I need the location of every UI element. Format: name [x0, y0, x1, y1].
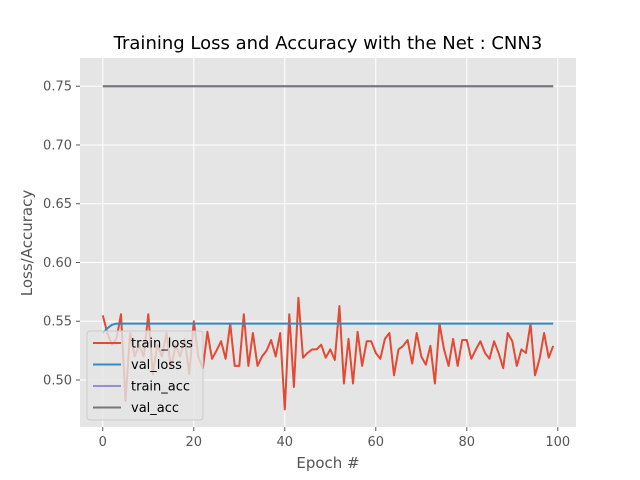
x-tick-label: 100: [545, 435, 570, 450]
x-tick-label: 60: [368, 435, 385, 450]
y-axis-ticks: 0.50 0.55 0.60 0.65 0.70 0.75: [43, 80, 80, 388]
y-tick-label: 0.55: [43, 315, 72, 330]
x-axis-label: Epoch #: [296, 454, 359, 472]
y-tick-label: 0.70: [43, 138, 72, 153]
legend-entry: val_acc: [131, 401, 179, 416]
x-tick-label: 40: [276, 435, 293, 450]
y-tick-label: 0.50: [43, 373, 72, 388]
series-line-val-loss: [102, 322, 554, 334]
x-tick-label: 80: [459, 435, 476, 450]
x-axis-ticks: 0 20 40 60 80 100: [99, 427, 570, 450]
legend-box: [86, 330, 204, 421]
x-tick-label: 0: [99, 435, 107, 450]
grid-lines: [80, 58, 576, 427]
legend-entry: val_loss: [131, 358, 182, 373]
y-axis-label: Loss/Accuracy: [18, 190, 36, 297]
legend-entry: train_loss: [131, 337, 193, 352]
y-tick-label: 0.60: [43, 256, 72, 271]
y-tick-label: 0.65: [43, 197, 72, 212]
legend: train_loss val_loss train_acc val_acc: [86, 330, 204, 421]
y-tick-label: 0.75: [43, 80, 72, 95]
x-tick-label: 20: [185, 435, 202, 450]
chart-title: Training Loss and Accuracy with the Net …: [113, 33, 543, 54]
legend-entry: train_acc: [131, 380, 190, 395]
